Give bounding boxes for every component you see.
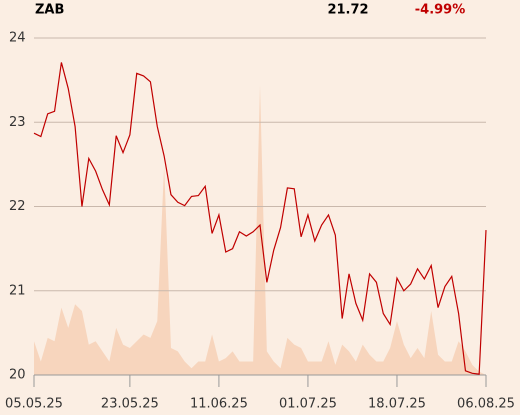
x-tick-label: 11.06.25 (190, 397, 248, 412)
y-tick-label: 24 (9, 31, 26, 46)
x-tick-label: 01.07.25 (279, 397, 337, 412)
x-tick-label: 23.05.25 (101, 397, 159, 412)
y-tick-label: 22 (9, 199, 26, 214)
price-change: -4.99% (415, 3, 466, 18)
y-tick-label: 21 (9, 283, 26, 298)
price-line (33, 62, 487, 375)
y-tick-label: 23 (9, 115, 26, 130)
ticker: ZAB (35, 3, 64, 18)
x-tick-label: 18.07.25 (368, 397, 426, 412)
x-tick-label: 06.08.25 (457, 397, 515, 412)
x-tick-label: 05.05.25 (5, 397, 63, 412)
y-tick-label: 20 (9, 368, 26, 383)
last-price: 21.72 (327, 3, 368, 18)
